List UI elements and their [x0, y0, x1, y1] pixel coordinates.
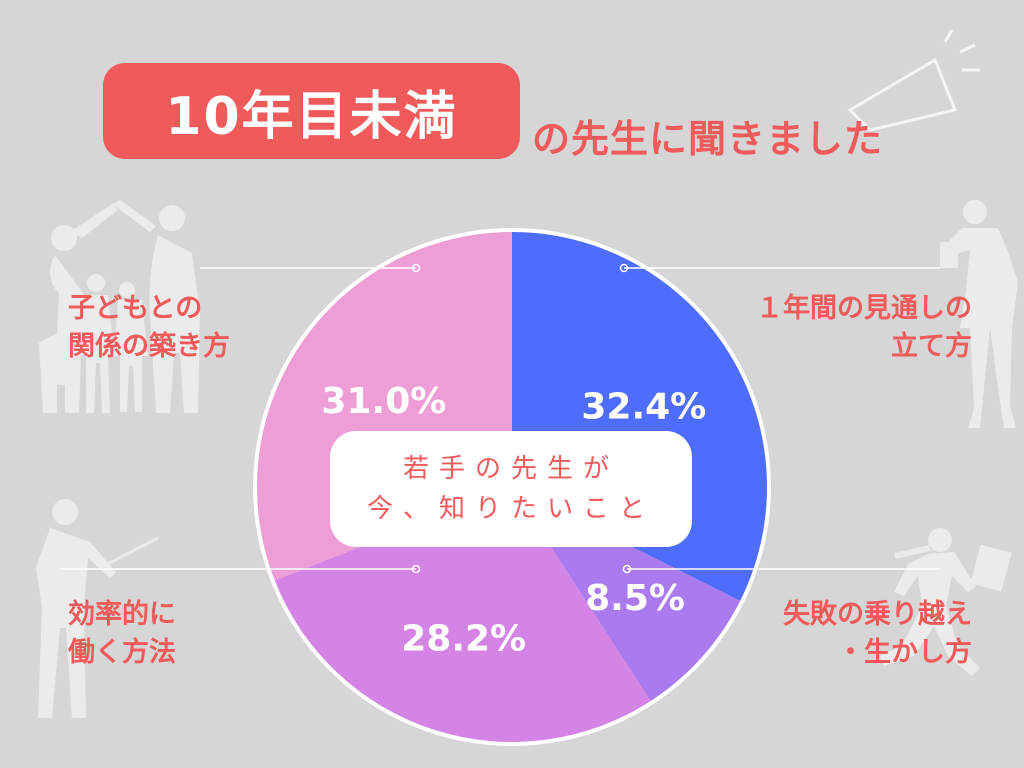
- pie-slice-efficient-work: [274, 487, 651, 742]
- label-relationship-line1: 子どもとの: [68, 293, 203, 324]
- pie-value-label-efficient-work: 28.2%: [401, 618, 526, 659]
- label-year-plan-line2: 立て方: [891, 331, 972, 362]
- label-efficient-work: 効率的に 働く方法: [68, 596, 176, 672]
- center-caption-line1: 若手の先生が: [402, 454, 619, 484]
- label-overcome-failure: 失敗の乗り越え ・生かし方: [783, 596, 972, 672]
- center-caption: 若手の先生が 今、知りたいこと: [330, 431, 692, 547]
- label-efficient-work-line1: 効率的に: [68, 599, 176, 630]
- pie-value-label-relationship: 31.0%: [321, 381, 446, 422]
- label-overcome-failure-line2: ・生かし方: [837, 637, 972, 668]
- connector-dot-year-plan: [619, 263, 629, 273]
- label-relationship: 子どもとの 関係の築き方: [68, 290, 230, 366]
- pie-value-label-year-plan: 32.4%: [581, 386, 706, 427]
- pie-value-label-overcome-failure: 8.5%: [585, 578, 685, 619]
- label-year-plan: １年間の見通しの 立て方: [756, 290, 972, 366]
- title-subtitle: の先生に聞きました: [532, 117, 884, 161]
- title-badge: 10年目未満: [103, 63, 520, 159]
- label-year-plan-line1: １年間の見通しの: [756, 293, 972, 324]
- label-efficient-work-line2: 働く方法: [68, 637, 176, 668]
- connector-dot-efficient-work: [411, 564, 421, 574]
- connector-dot-relationship: [411, 263, 421, 273]
- center-caption-line2: 今、知りたいこと: [366, 494, 655, 524]
- label-overcome-failure-line1: 失敗の乗り越え: [783, 599, 972, 630]
- connector-dot-overcome-failure: [622, 564, 632, 574]
- label-relationship-line2: 関係の築き方: [68, 331, 230, 362]
- title-badge-text: 10年目未満: [165, 86, 458, 147]
